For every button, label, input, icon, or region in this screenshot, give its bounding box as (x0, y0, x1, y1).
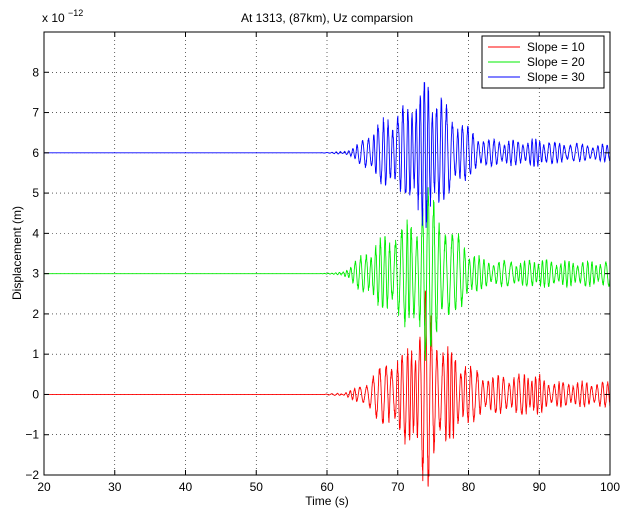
y-tick-label: 3 (32, 267, 39, 281)
y-tick-label: 6 (32, 146, 39, 160)
y-multiplier-exponent: −12 (68, 8, 83, 18)
x-tick-label: 50 (250, 480, 264, 494)
x-tick-label: 60 (320, 480, 334, 494)
axis-ticks: 20 30 40 50 60 70 80 90 100 −2 −1 0 1 2 3 4 5 6 7 8 (25, 32, 620, 494)
x-tick-label: 30 (108, 480, 122, 494)
x-axis-label: Time (s) (305, 494, 349, 508)
y-multiplier-label: x 10 −12 (42, 8, 83, 25)
series-line-2 (44, 187, 611, 361)
x-tick-label: 100 (600, 480, 620, 494)
legend-label-2: Slope = 20 (527, 55, 585, 69)
y-tick-label: −1 (25, 428, 39, 442)
y-tick-label: 7 (32, 106, 39, 120)
y-tick-label: 1 (32, 347, 39, 361)
x-tick-label: 80 (462, 480, 476, 494)
plot-area: 20 30 40 50 60 70 80 90 100 −2 −1 0 1 2 3 4 5 6 7 8 (25, 31, 620, 494)
y-tick-label: 2 (32, 307, 39, 321)
legend-label-3: Slope = 30 (527, 70, 585, 84)
y-multiplier-base: x 10 (42, 11, 65, 25)
y-tick-label: 8 (32, 65, 39, 79)
y-tick-label: −2 (25, 468, 39, 482)
x-tick-label: 40 (179, 480, 193, 494)
x-tick-label: 70 (391, 480, 405, 494)
series-group (44, 82, 611, 487)
series-line-3 (44, 82, 611, 228)
series-line-1 (44, 290, 611, 487)
y-tick-label: 5 (32, 186, 39, 200)
chart-title: At 1313, (87km), Uz comparsion (241, 11, 413, 25)
x-tick-label: 20 (37, 480, 51, 494)
x-tick-label: 90 (533, 480, 547, 494)
y-tick-label: 4 (32, 226, 39, 240)
legend-label-1: Slope = 10 (527, 40, 585, 54)
y-axis-label: Displacement (m) (10, 206, 24, 300)
y-tick-label: 0 (32, 387, 39, 401)
